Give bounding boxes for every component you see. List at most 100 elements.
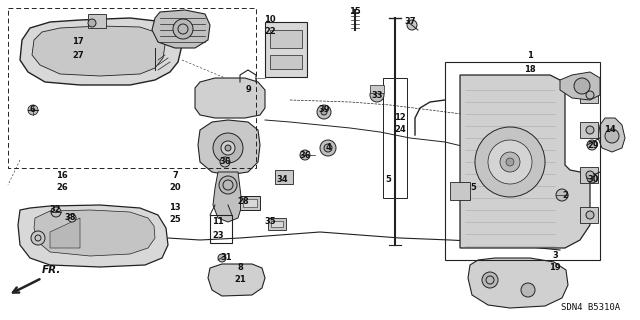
Circle shape: [586, 211, 594, 219]
Text: 31: 31: [220, 253, 232, 262]
Circle shape: [88, 19, 96, 27]
Bar: [580, 87, 598, 103]
Text: 5: 5: [385, 175, 391, 185]
Bar: [243, 199, 257, 207]
Circle shape: [31, 231, 45, 245]
Circle shape: [407, 20, 417, 30]
Text: 7: 7: [172, 171, 178, 180]
Text: 14: 14: [604, 125, 616, 134]
Text: 34: 34: [276, 175, 288, 185]
Text: 6: 6: [29, 106, 35, 115]
Text: 10: 10: [264, 15, 276, 25]
Text: 23: 23: [212, 230, 224, 239]
Circle shape: [324, 144, 332, 152]
Text: 24: 24: [394, 125, 406, 134]
Circle shape: [586, 91, 594, 99]
Bar: [271, 221, 283, 227]
Circle shape: [586, 126, 594, 134]
Circle shape: [475, 127, 545, 197]
Circle shape: [28, 105, 38, 115]
Circle shape: [488, 140, 532, 184]
Polygon shape: [32, 26, 165, 76]
Text: 5: 5: [470, 182, 476, 191]
Bar: [8, 8, 256, 168]
Circle shape: [574, 78, 590, 94]
Polygon shape: [213, 172, 242, 222]
Circle shape: [320, 140, 336, 156]
Text: 15: 15: [349, 7, 361, 17]
Circle shape: [219, 176, 237, 194]
Circle shape: [317, 105, 331, 119]
Polygon shape: [50, 218, 80, 248]
Text: 37: 37: [404, 18, 416, 27]
Bar: [275, 170, 293, 184]
Text: 12: 12: [394, 114, 406, 123]
Text: 13: 13: [169, 204, 181, 212]
Text: 36: 36: [219, 157, 231, 166]
Text: 1: 1: [527, 51, 533, 60]
Bar: [580, 167, 598, 183]
Text: 33: 33: [371, 91, 383, 100]
Text: 3: 3: [552, 251, 558, 260]
Text: 29: 29: [587, 140, 599, 149]
Text: 4: 4: [325, 143, 331, 153]
Text: 28: 28: [237, 197, 249, 206]
Text: 8: 8: [237, 263, 243, 273]
Text: 32: 32: [49, 205, 61, 214]
Circle shape: [221, 141, 235, 155]
Bar: [580, 122, 598, 138]
Circle shape: [605, 129, 619, 143]
Circle shape: [587, 173, 597, 183]
Text: 17: 17: [72, 37, 84, 46]
Polygon shape: [560, 72, 600, 100]
Polygon shape: [20, 18, 182, 85]
Polygon shape: [460, 75, 590, 248]
Bar: [270, 30, 302, 48]
Circle shape: [68, 214, 76, 222]
Bar: [445, 62, 600, 260]
Bar: [580, 207, 598, 223]
Polygon shape: [208, 264, 265, 296]
Text: 9: 9: [245, 85, 251, 94]
Circle shape: [300, 150, 310, 160]
Circle shape: [506, 158, 514, 166]
Text: 36: 36: [299, 150, 311, 159]
Bar: [210, 215, 232, 243]
Circle shape: [556, 189, 568, 201]
Text: 27: 27: [72, 51, 84, 60]
Circle shape: [482, 272, 498, 288]
Text: 18: 18: [524, 66, 536, 75]
Polygon shape: [598, 118, 625, 152]
Text: 26: 26: [56, 183, 68, 193]
Text: 38: 38: [64, 213, 76, 222]
Bar: [265, 22, 307, 77]
Text: FR.: FR.: [42, 265, 61, 275]
Circle shape: [521, 283, 535, 297]
Text: 2: 2: [562, 190, 568, 199]
Bar: [240, 196, 260, 210]
Text: 20: 20: [169, 183, 181, 193]
Bar: [270, 55, 302, 69]
Circle shape: [220, 157, 230, 167]
Polygon shape: [450, 182, 470, 200]
Bar: [88, 14, 106, 28]
Bar: [370, 85, 384, 93]
Polygon shape: [198, 120, 260, 175]
Polygon shape: [34, 210, 155, 256]
Text: 30: 30: [588, 175, 599, 185]
Text: 35: 35: [264, 218, 276, 227]
Text: 39: 39: [318, 106, 330, 115]
Polygon shape: [152, 10, 210, 48]
Circle shape: [225, 145, 231, 151]
Circle shape: [321, 109, 327, 115]
Text: 21: 21: [234, 276, 246, 284]
Bar: [383, 78, 407, 198]
Circle shape: [587, 140, 597, 150]
Circle shape: [218, 254, 226, 262]
Text: 11: 11: [212, 218, 224, 227]
Circle shape: [173, 19, 193, 39]
Circle shape: [484, 234, 496, 246]
Text: 16: 16: [56, 171, 68, 180]
Text: SDN4 B5310A: SDN4 B5310A: [561, 303, 620, 312]
Polygon shape: [195, 78, 265, 118]
